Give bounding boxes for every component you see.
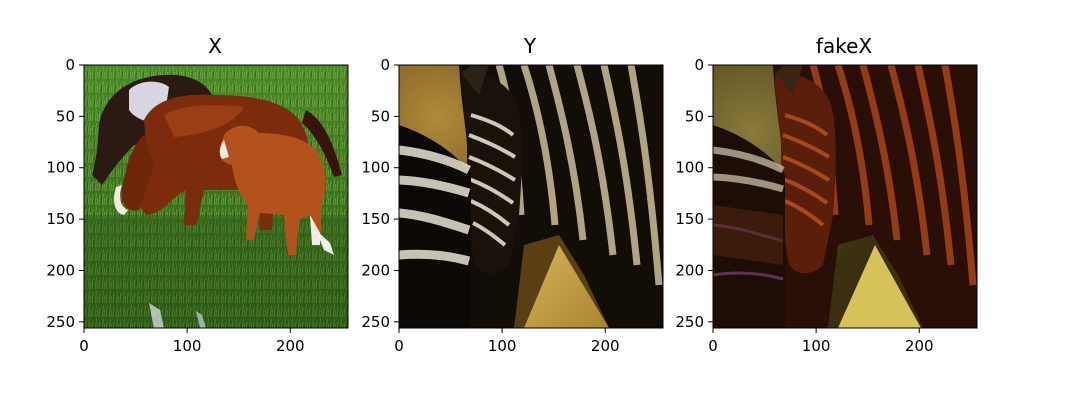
y-tick-label: 100: [361, 159, 390, 177]
y-tick-label: 0: [694, 56, 704, 74]
subplot-title-x: X: [208, 34, 222, 58]
y-tick-label: 0: [380, 56, 390, 74]
image-fake-horses: [713, 65, 977, 328]
y-tick-label: 200: [675, 261, 704, 279]
x-tick-label: 100: [488, 337, 517, 355]
x-tick-label: 0: [79, 337, 89, 355]
subplot-x: X 0 50 100 150 200 250: [46, 34, 348, 355]
y-tick-label: 250: [361, 313, 390, 331]
subplot-fakex: fakeX: [675, 34, 977, 355]
subplot-title-y: Y: [523, 34, 537, 58]
y-tick-label: 150: [46, 210, 75, 228]
subplot-y: Y: [361, 34, 663, 355]
subplot-title-fakex: fakeX: [816, 34, 872, 58]
y-ticks-y: 0 50 100 150 200 250: [361, 56, 399, 331]
x-ticks-y: 0 100 200: [394, 328, 619, 355]
y-tick-label: 200: [46, 261, 75, 279]
x-tick-label: 200: [276, 337, 305, 355]
x-tick-label: 0: [708, 337, 718, 355]
y-tick-label: 100: [675, 159, 704, 177]
y-tick-label: 100: [46, 159, 75, 177]
image-horses: [84, 65, 348, 328]
x-tick-label: 0: [394, 337, 404, 355]
y-tick-label: 0: [65, 56, 75, 74]
x-tick-label: 200: [905, 337, 934, 355]
y-ticks-fakex: 0 50 100 150 200 250: [675, 56, 713, 331]
y-tick-label: 250: [46, 313, 75, 331]
x-ticks-fakex: 0 100 200: [708, 328, 933, 355]
y-tick-label: 50: [56, 107, 75, 125]
y-tick-label: 50: [685, 107, 704, 125]
y-tick-label: 200: [361, 261, 390, 279]
y-tick-label: 250: [675, 313, 704, 331]
y-tick-label: 150: [361, 210, 390, 228]
x-tick-label: 200: [591, 337, 620, 355]
y-ticks-x: 0 50 100 150 200 250: [46, 56, 84, 331]
y-tick-label: 150: [675, 210, 704, 228]
x-ticks-x: 0 100 200: [79, 328, 304, 355]
x-tick-label: 100: [802, 337, 831, 355]
image-zebras: [399, 65, 663, 328]
y-tick-label: 50: [371, 107, 390, 125]
x-tick-label: 100: [173, 337, 202, 355]
